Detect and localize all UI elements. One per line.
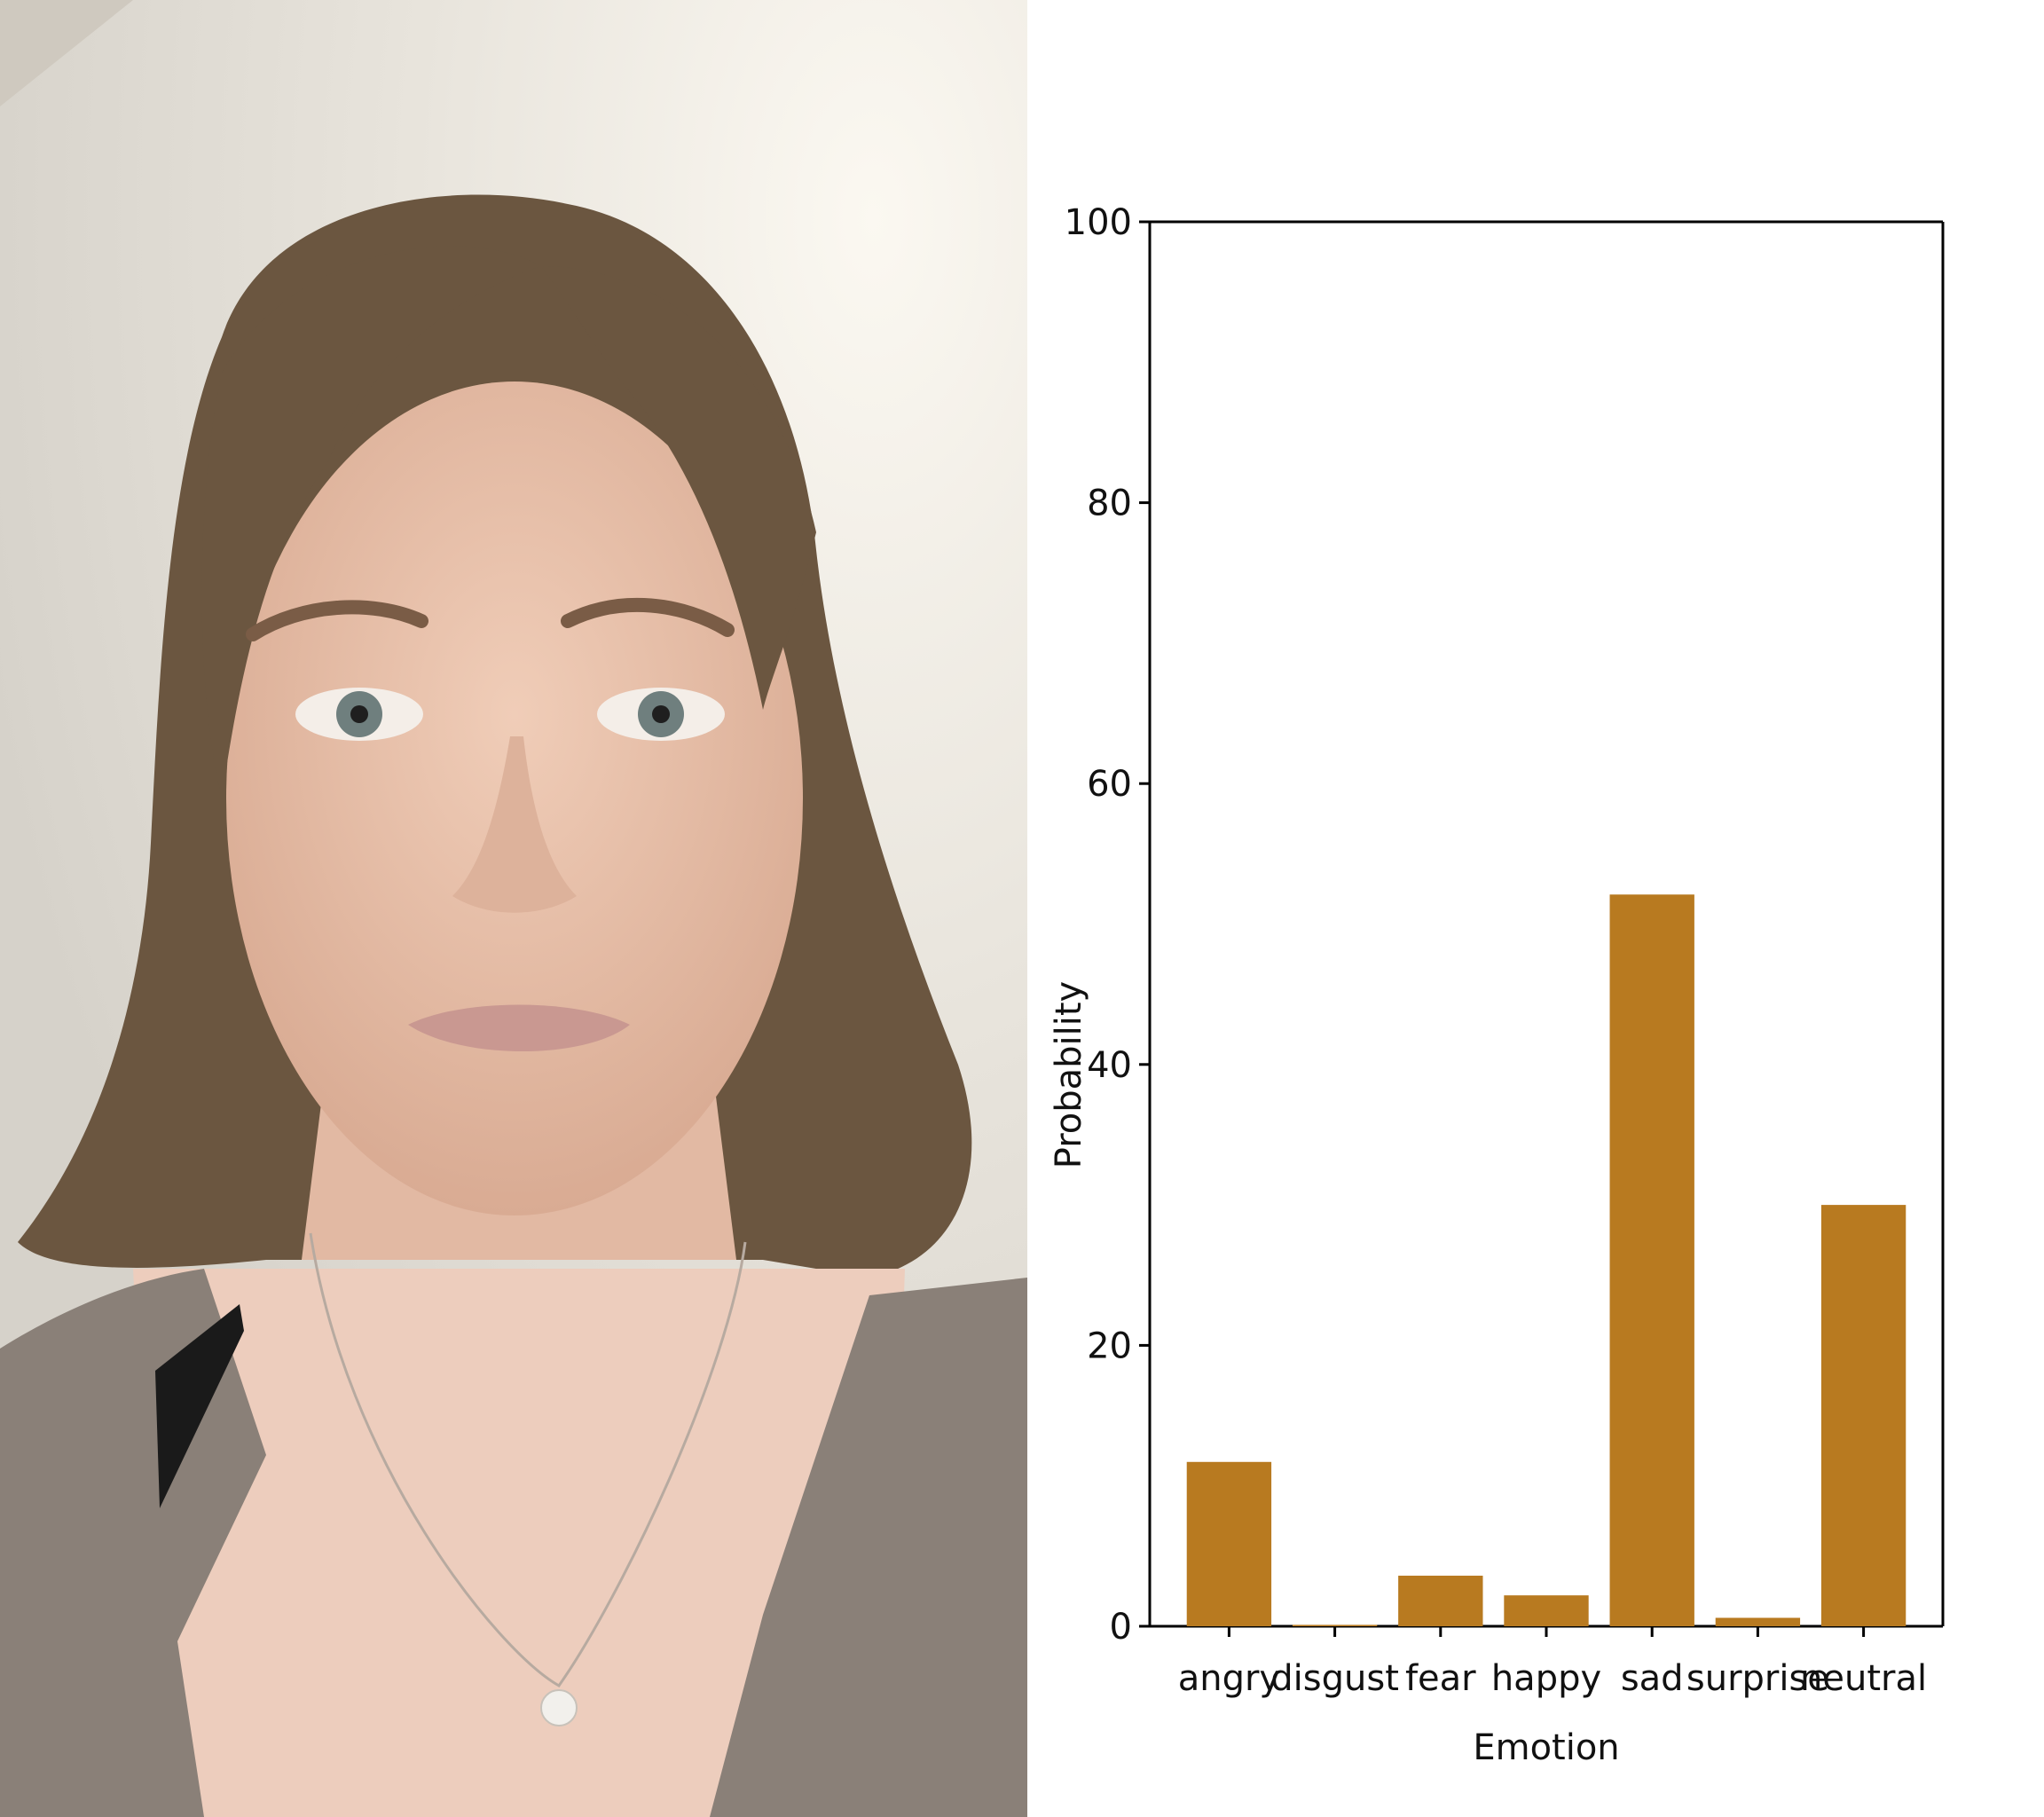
y-tick-label: 20 bbox=[1087, 1325, 1132, 1366]
y-tick-label: 100 bbox=[1065, 202, 1132, 243]
wall-corner-shadow bbox=[0, 0, 133, 106]
bars-group bbox=[1186, 894, 1906, 1626]
x-tick-label-fear: fear bbox=[1405, 1658, 1476, 1699]
y-tick-label: 40 bbox=[1087, 1045, 1132, 1086]
bar-neutral bbox=[1820, 1205, 1906, 1626]
x-tick-label-neutral: neutral bbox=[1800, 1658, 1927, 1699]
x-tick-label-disgust: disgust bbox=[1270, 1658, 1399, 1699]
left-eyebrow bbox=[246, 600, 428, 641]
bar-fear bbox=[1398, 1576, 1483, 1626]
y-tick-label: 80 bbox=[1087, 484, 1132, 524]
bar-disgust bbox=[1292, 1624, 1378, 1626]
bar-happy bbox=[1504, 1595, 1589, 1626]
x-tick-label-angry: angry bbox=[1178, 1658, 1280, 1699]
hair-fringe-right bbox=[541, 266, 816, 710]
bar-surprise bbox=[1715, 1617, 1801, 1626]
cardigan-right bbox=[710, 1278, 1027, 1817]
y-ticks: 0 20 40 60 80 100 bbox=[1065, 202, 1150, 1648]
bar-angry bbox=[1186, 1461, 1272, 1626]
y-axis-title: Probability bbox=[1049, 981, 1089, 1168]
pearl-pendant bbox=[540, 1689, 578, 1727]
portrait-photo-drawing bbox=[0, 0, 1027, 1817]
chest bbox=[133, 1269, 905, 1817]
bra-strap bbox=[155, 1304, 244, 1508]
nose bbox=[452, 736, 577, 913]
bar-sad bbox=[1609, 894, 1694, 1626]
hair-fringe bbox=[201, 246, 541, 798]
emotion-bar-chart: 0 20 40 60 80 100 angry disgust fear happy sad sur… bbox=[1027, 0, 2044, 1817]
portrait-photo bbox=[0, 0, 1027, 1817]
lips bbox=[408, 1004, 630, 1051]
y-tick-label: 0 bbox=[1110, 1607, 1132, 1648]
x-tick-label-sad: sad bbox=[1621, 1658, 1684, 1699]
right-eyebrow bbox=[561, 597, 735, 637]
necklace bbox=[309, 1232, 747, 1687]
x-axis-title: Emotion bbox=[1473, 1727, 1619, 1768]
y-tick-label: 60 bbox=[1087, 764, 1132, 805]
right-pupil bbox=[652, 705, 670, 723]
x-tick-label-happy: happy bbox=[1491, 1658, 1601, 1699]
left-pupil bbox=[350, 705, 368, 723]
x-tick-label-surprise: surprise bbox=[1686, 1658, 1829, 1699]
